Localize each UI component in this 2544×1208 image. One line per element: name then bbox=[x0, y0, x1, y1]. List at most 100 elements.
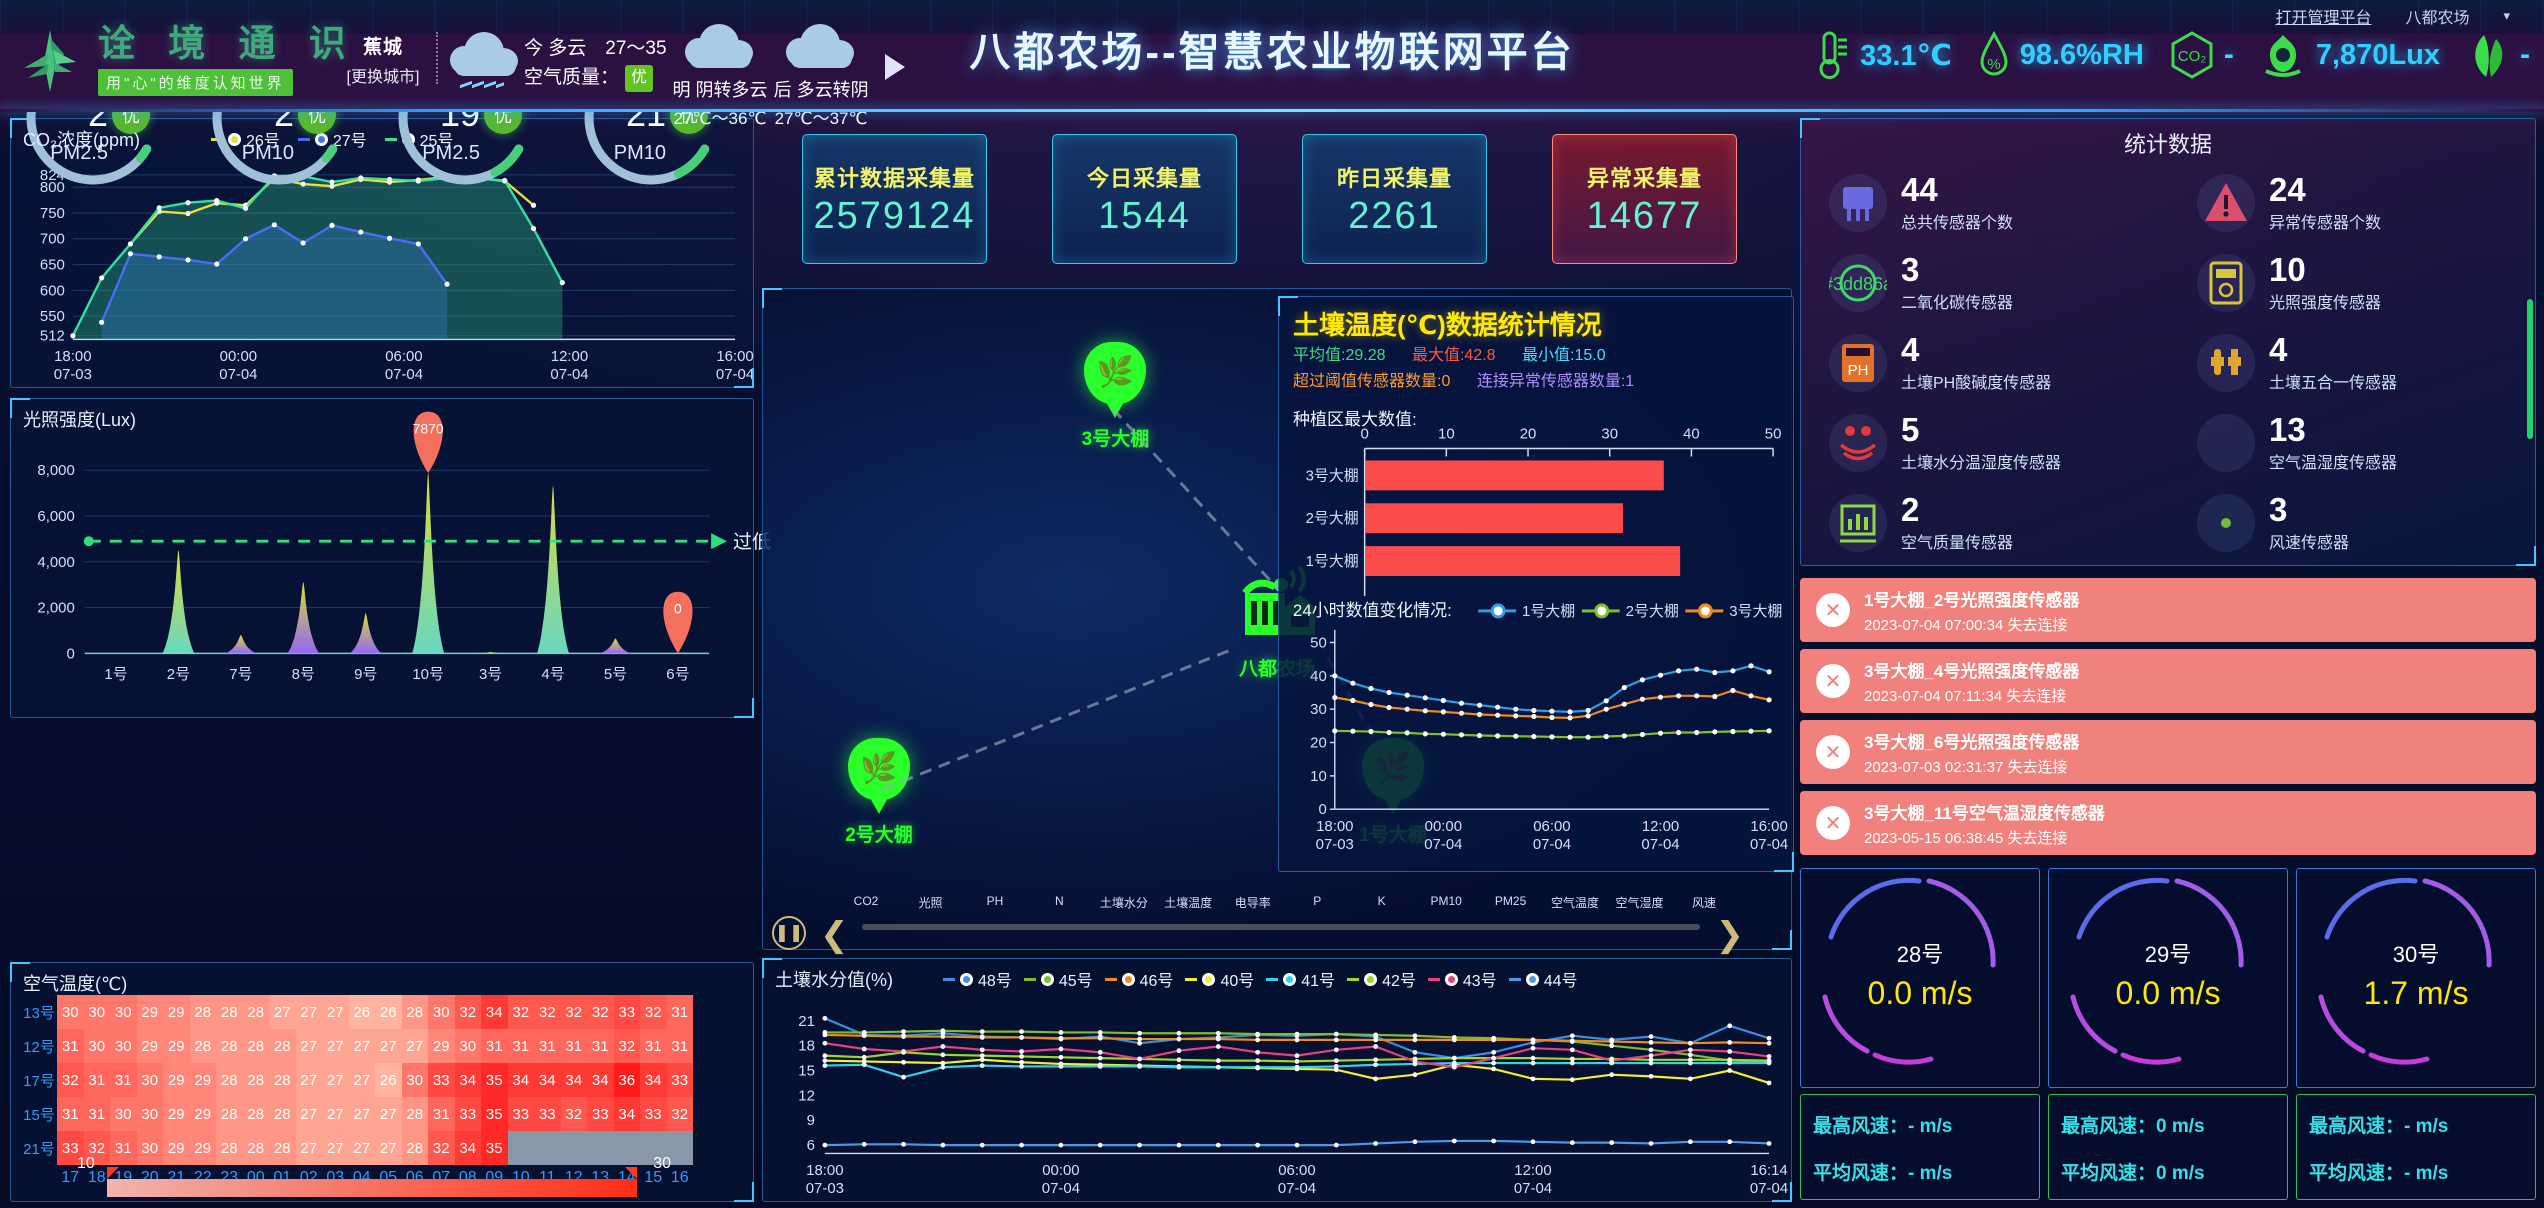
heatmap-cell[interactable]: 29 bbox=[136, 1029, 163, 1063]
statistic-item[interactable]: 5 土壤水分温湿度传感器 bbox=[1801, 403, 2169, 483]
kpi-card[interactable]: 异常采集量 14677 bbox=[1552, 134, 1737, 264]
heatmap-cell[interactable]: 28 bbox=[242, 1131, 269, 1165]
statistic-item[interactable]: #3dd86a 3 二氧化碳传感器 bbox=[1801, 243, 2169, 323]
statistic-item[interactable]: 4 土壤五合一传感器 bbox=[2169, 323, 2537, 403]
legend-entry[interactable]: 48号 bbox=[943, 967, 1012, 991]
heatmap-cell[interactable]: 32 bbox=[560, 995, 587, 1029]
heatmap-cell[interactable]: 31 bbox=[640, 1029, 667, 1063]
kpi-card[interactable]: 昨日采集量 2261 bbox=[1302, 134, 1487, 264]
heatmap-cell[interactable]: 27 bbox=[322, 1029, 349, 1063]
heatmap-cell[interactable]: 29 bbox=[428, 1029, 455, 1063]
heatmap-cell[interactable]: 31 bbox=[534, 1029, 561, 1063]
rail-item-PH[interactable]: PH bbox=[987, 894, 1004, 914]
heatmap-cell[interactable]: 29 bbox=[163, 1029, 190, 1063]
rail-item-PM25[interactable]: PM25 bbox=[1495, 894, 1526, 914]
heatmap-cell[interactable]: 27 bbox=[375, 1029, 402, 1063]
heatmap-cell[interactable]: 32 bbox=[640, 995, 667, 1029]
heatmap-cell[interactable]: 30 bbox=[401, 1063, 428, 1097]
heatmap-cell[interactable]: 28 bbox=[401, 1097, 428, 1131]
heatmap-cell[interactable]: 27 bbox=[322, 1063, 349, 1097]
heatmap-cell[interactable]: 28 bbox=[216, 995, 243, 1029]
heatmap-cell[interactable]: 30 bbox=[110, 1097, 137, 1131]
heatmap-cell[interactable]: 29 bbox=[136, 995, 163, 1029]
legend-entry[interactable]: 44号 bbox=[1508, 967, 1578, 991]
rail-item-K[interactable]: K bbox=[1378, 894, 1386, 914]
close-icon[interactable]: ✕ bbox=[1816, 735, 1850, 769]
heatmap-cell[interactable]: 31 bbox=[666, 1029, 693, 1063]
heatmap-cell[interactable]: 30 bbox=[83, 1029, 110, 1063]
heatmap-cell[interactable]: 30 bbox=[454, 1029, 481, 1063]
alarm-item[interactable]: ✕ 3号大棚_4号光照强度传感器 2023-07-04 07:11:34 失去连… bbox=[1800, 649, 2536, 713]
heatmap-cell[interactable]: 30 bbox=[136, 1131, 163, 1165]
open-admin-link[interactable]: 打开管理平台 bbox=[2275, 10, 2372, 27]
heatmap-cell[interactable] bbox=[613, 1131, 640, 1165]
heatmap-cell[interactable]: 33 bbox=[613, 995, 640, 1029]
heatmap-cell[interactable]: 32 bbox=[587, 995, 614, 1029]
close-icon[interactable]: ✕ bbox=[1816, 593, 1850, 627]
weather-next-arrow-icon[interactable] bbox=[884, 54, 905, 80]
heatmap-cell[interactable]: 34 bbox=[507, 1063, 534, 1097]
heatmap-cell[interactable]: 30 bbox=[428, 995, 455, 1029]
heatmap-cell[interactable]: 30 bbox=[136, 1063, 163, 1097]
statistic-item[interactable]: PH 4 土壤PH酸碱度传感器 bbox=[1801, 323, 2169, 403]
heatmap-cell[interactable]: 27 bbox=[295, 1029, 322, 1063]
heatmap-cell[interactable]: 26 bbox=[348, 995, 375, 1029]
heatmap-cell[interactable]: 33 bbox=[57, 1131, 84, 1165]
heatmap-cell[interactable]: 28 bbox=[189, 995, 216, 1029]
heatmap-cell[interactable]: 28 bbox=[242, 995, 269, 1029]
heatmap-cell[interactable]: 30 bbox=[110, 995, 137, 1029]
heatmap-cell[interactable]: 28 bbox=[401, 995, 428, 1029]
legend-entry[interactable]: 26号 bbox=[211, 127, 280, 151]
heatmap-cell[interactable]: 34 bbox=[454, 1131, 481, 1165]
heatmap-cell[interactable]: 28 bbox=[269, 1131, 296, 1165]
heatmap-cell[interactable]: 26 bbox=[375, 1063, 402, 1097]
scrollbar-thumb[interactable] bbox=[2527, 299, 2533, 439]
heatmap-cell[interactable]: 30 bbox=[110, 1029, 137, 1063]
heatmap-cell[interactable]: 27 bbox=[348, 1063, 375, 1097]
heatmap-cell[interactable]: 29 bbox=[163, 1063, 190, 1097]
heatmap-cell[interactable]: 28 bbox=[401, 1131, 428, 1165]
heatmap-cell[interactable]: 31 bbox=[481, 1029, 508, 1063]
statistic-item[interactable]: 44 总共传感器个数 bbox=[1801, 163, 2169, 243]
rail-item-电导率[interactable]: 电导率 bbox=[1235, 894, 1271, 917]
heatmap-cell[interactable]: 36 bbox=[613, 1063, 640, 1097]
heatmap-cell[interactable]: 29 bbox=[189, 1131, 216, 1165]
heatmap-cell[interactable]: 27 bbox=[295, 995, 322, 1029]
alarm-item[interactable]: ✕ 1号大棚_2号光照强度传感器 2023-07-04 07:00:34 失去连… bbox=[1800, 578, 2536, 642]
legend-entry[interactable]: 41号 bbox=[1266, 967, 1335, 991]
statistic-item[interactable]: 24 异常传感器个数 bbox=[2169, 163, 2537, 243]
heatmap-cell[interactable]: 27 bbox=[295, 1097, 322, 1131]
rail-item-光照[interactable]: 光照 bbox=[918, 894, 942, 917]
heatmap-cell[interactable]: 27 bbox=[295, 1131, 322, 1165]
rail-item-风速[interactable]: 风速 bbox=[1692, 894, 1716, 917]
heatmap-cell[interactable]: 32 bbox=[507, 995, 534, 1029]
heatmap-cell[interactable]: 31 bbox=[560, 1029, 587, 1063]
legend-entry[interactable]: 46号 bbox=[1104, 967, 1173, 991]
heatmap-cell[interactable] bbox=[666, 1131, 693, 1165]
heatmap-cell[interactable]: 32 bbox=[454, 995, 481, 1029]
heatmap-cell[interactable] bbox=[534, 1131, 561, 1165]
close-icon[interactable]: ✕ bbox=[1816, 806, 1850, 840]
legend-entry[interactable]: 43号 bbox=[1427, 967, 1497, 991]
statistic-item[interactable]: 3 风速传感器 bbox=[2169, 483, 2537, 563]
heatmap-cell[interactable] bbox=[587, 1131, 614, 1165]
heatmap-cell[interactable]: 30 bbox=[57, 995, 84, 1029]
heatmap-cell[interactable]: 27 bbox=[375, 1097, 402, 1131]
heatmap-cell[interactable]: 29 bbox=[189, 1097, 216, 1131]
heatmap-cell[interactable]: 33 bbox=[534, 1097, 561, 1131]
heatmap-cell[interactable]: 31 bbox=[83, 1097, 110, 1131]
kpi-card[interactable]: 累计数据采集量 2579124 bbox=[802, 134, 987, 264]
heatmap-cell[interactable] bbox=[640, 1131, 667, 1165]
heatmap-cell[interactable]: 34 bbox=[454, 1063, 481, 1097]
heatmap-cell[interactable]: 28 bbox=[269, 1029, 296, 1063]
heatmap-cell[interactable]: 34 bbox=[560, 1063, 587, 1097]
heatmap-cell[interactable]: 29 bbox=[189, 1063, 216, 1097]
heatmap-cell[interactable]: 32 bbox=[83, 1131, 110, 1165]
heatmap-cell[interactable]: 30 bbox=[83, 995, 110, 1029]
heatmap-cell[interactable]: 27 bbox=[322, 995, 349, 1029]
heatmap-cell[interactable]: 28 bbox=[216, 1029, 243, 1063]
rail-item-空气湿度[interactable]: 空气湿度 bbox=[1616, 894, 1664, 917]
heatmap-cell[interactable]: 29 bbox=[163, 995, 190, 1029]
heatmap-cell[interactable]: 27 bbox=[269, 995, 296, 1029]
rail-item-空气温度[interactable]: 空气温度 bbox=[1551, 894, 1599, 917]
